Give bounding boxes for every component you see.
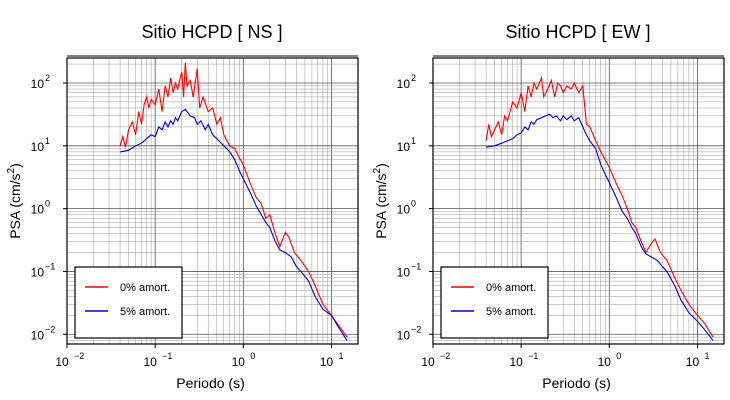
y-tick-label: 10 (397, 203, 411, 217)
x-tick-exponent: −1 (528, 351, 538, 361)
legend-box (440, 266, 549, 339)
y-tick-label: 10 (397, 328, 411, 342)
x-axis-label: Periodo (s) (542, 375, 610, 391)
y-axis-label: PSA (cm/s2) (372, 163, 389, 239)
y-tick-exponent: −1 (411, 261, 421, 271)
legend-label-amort-0: 0% amort. (120, 282, 170, 294)
x-tick-exponent: −2 (440, 351, 450, 361)
y-tick-label: 10 (31, 203, 45, 217)
y-tick-label: 10 (397, 265, 411, 279)
y-tick-exponent: −2 (45, 324, 55, 334)
x-tick-label: 10 (232, 355, 246, 369)
legend: 0% amort. 5% amort. (74, 266, 183, 339)
x-tick-label: 10 (421, 355, 435, 369)
y-tick-exponent: 2 (411, 73, 416, 83)
x-tick-label: 10 (509, 355, 523, 369)
grid (66, 58, 359, 345)
y-axis-label: PSA (cm/s2) (6, 163, 23, 239)
y-tick-label: 10 (31, 77, 45, 91)
y-tick-exponent: 0 (45, 199, 50, 209)
y-axis-label-sup: 2 (6, 167, 17, 173)
y-axis-label-end: ) (373, 163, 389, 168)
chart-title: Sitio HCPD [ EW ] (505, 22, 650, 42)
x-tick-exponent: 1 (704, 351, 709, 361)
y-axis-label-sup: 2 (372, 167, 383, 173)
y-axis-label-end: ) (7, 163, 23, 168)
x-tick-exponent: −2 (74, 351, 84, 361)
x-tick-label: 10 (686, 355, 700, 369)
y-axis-label-main: PSA (cm/s (7, 173, 23, 238)
y-tick-label: 10 (31, 140, 45, 154)
x-tick-label: 10 (320, 355, 334, 369)
grid (432, 58, 725, 345)
y-tick-exponent: 2 (45, 73, 50, 83)
y-tick-exponent: 0 (411, 199, 416, 209)
y-tick-label: 10 (31, 328, 45, 342)
series-line-amort-5 (119, 108, 348, 341)
x-axis-label: Periodo (s) (176, 375, 244, 391)
x-tick-exponent: −1 (162, 351, 172, 361)
legend-label-amort-0: 0% amort. (486, 282, 536, 294)
y-tick-exponent: 1 (411, 136, 416, 146)
legend-label-amort-5: 5% amort. (486, 306, 536, 318)
plot-frame (432, 57, 725, 345)
series-line-amort-5 (486, 113, 714, 341)
y-tick-exponent: −2 (411, 324, 421, 334)
y-axis-label-main: PSA (cm/s (373, 173, 389, 238)
chart-title: Sitio HCPD [ NS ] (141, 22, 282, 42)
series-line-amort-0 (485, 75, 714, 338)
y-tick-label: 10 (31, 265, 45, 279)
legend-label-amort-5: 5% amort. (120, 306, 170, 318)
x-tick-exponent: 1 (338, 351, 343, 361)
x-tick-label: 10 (598, 355, 612, 369)
y-tick-exponent: 1 (45, 136, 50, 146)
x-tick-exponent: 0 (250, 351, 255, 361)
series-line-amort-0 (119, 62, 348, 338)
x-tick-label: 10 (55, 355, 69, 369)
x-tick-label: 10 (143, 355, 157, 369)
plot-frame (66, 57, 359, 345)
x-tick-exponent: 0 (616, 351, 621, 361)
legend: 0% amort. 5% amort. (440, 266, 549, 339)
legend-box (74, 266, 183, 339)
y-tick-exponent: −1 (45, 261, 55, 271)
y-tick-label: 10 (397, 77, 411, 91)
y-tick-label: 10 (397, 140, 411, 154)
